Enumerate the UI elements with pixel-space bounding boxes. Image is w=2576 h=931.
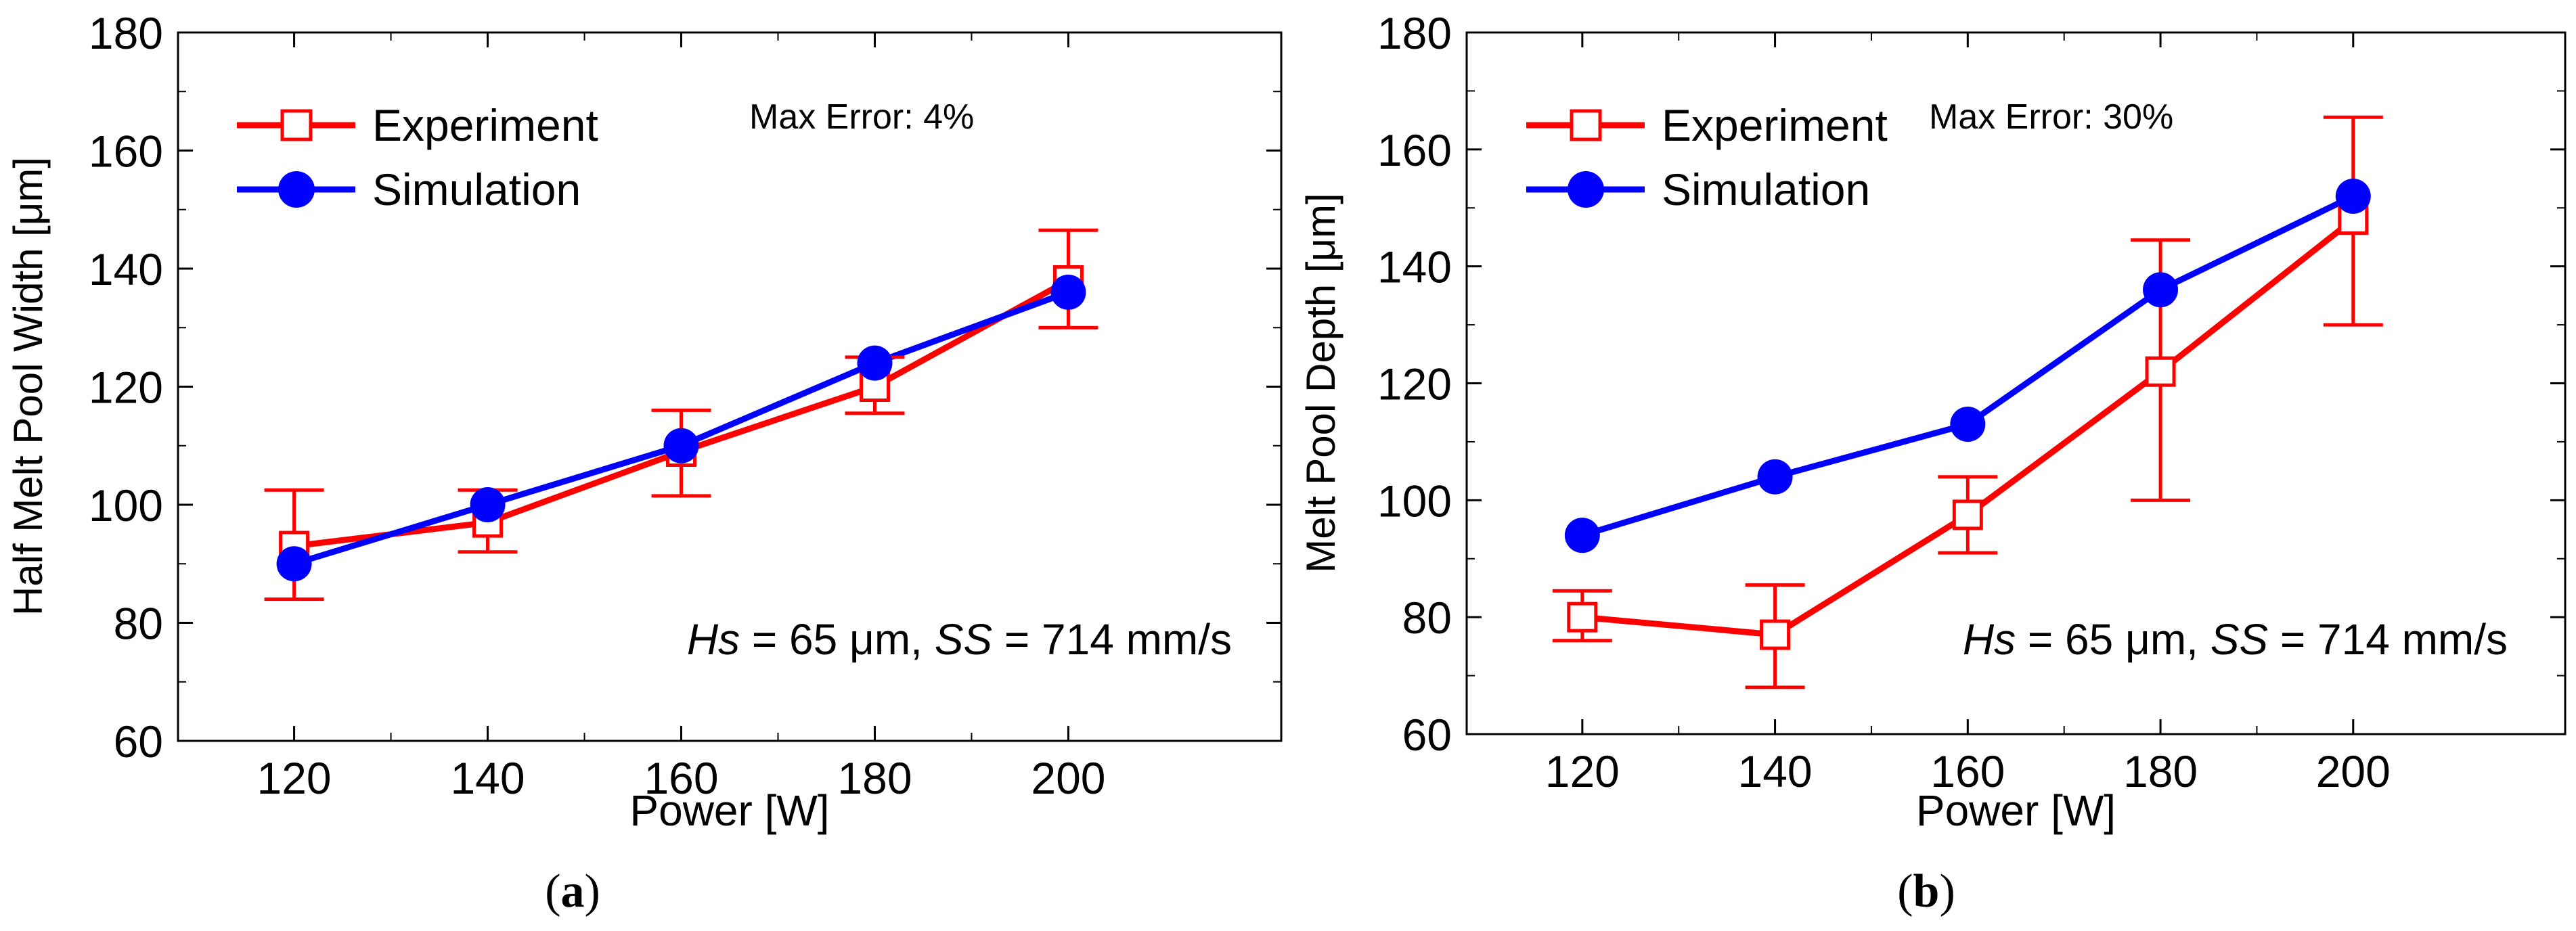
x-tick-label: 180 [837, 753, 912, 803]
y-tick-label: 160 [1377, 125, 1452, 175]
x-tick-label: 140 [1738, 746, 1813, 796]
legend-experiment-label: Experiment [1662, 100, 1888, 150]
simulation-point [663, 428, 699, 463]
parameter-hs-rest: = 65 μm, [2016, 615, 2211, 664]
y-tick-label: 80 [1402, 593, 1452, 643]
simulation-point [1564, 518, 1600, 553]
legend-experiment-label: Experiment [372, 100, 598, 150]
y-tick-label: 100 [89, 480, 163, 530]
x-tick-label: 160 [644, 753, 718, 803]
y-tick-label: 100 [1377, 476, 1452, 526]
y-tick-label: 140 [89, 244, 163, 294]
caption-close-paren: ) [1939, 865, 1955, 917]
parameter-annotation: Hs = 65 μm, SS = 714 mm/s [1963, 615, 2508, 664]
x-tick-label: 120 [1545, 746, 1620, 796]
legend-experiment-marker [280, 109, 313, 141]
parameter-hs-var: Hs [1963, 615, 2016, 664]
parameter-hs-rest: = 65 μm, [740, 615, 935, 664]
x-tick-label: 180 [2123, 746, 2198, 796]
legend-simulation-marker [1568, 171, 1604, 208]
x-tick-label: 200 [2316, 746, 2391, 796]
y-axis-label: Melt Pool Depth [μm] [1298, 193, 1343, 572]
legend-simulation-label: Simulation [1662, 164, 1870, 214]
chart-panel-b: 60 80 100 120 140 160 180 120 140 160 180 200 Power … [1298, 8, 2567, 917]
simulation-point [276, 546, 312, 582]
experiment-point [1567, 601, 1598, 633]
caption-close-paren: ) [585, 865, 600, 917]
caption-letter: b [1913, 865, 1940, 917]
parameter-ss-var: SS [2211, 615, 2268, 664]
experiment-point [2145, 356, 2176, 387]
experiment-point [1760, 619, 1791, 650]
panel-caption: (a) [545, 865, 600, 917]
x-axis-label: Power [W] [1916, 786, 2116, 835]
parameter-hs-var: Hs [687, 615, 740, 664]
simulation-point [1050, 274, 1086, 310]
x-tick-label: 120 [257, 753, 332, 803]
parameter-ss-var: SS [935, 615, 992, 664]
simulation-point [2335, 178, 2371, 214]
chart-panel-a: 60 80 100 120 140 160 180 120 140 160 180 200 Power … [5, 8, 1283, 917]
max-error-annotation: Max Error: 30% [1929, 97, 2173, 137]
simulation-point [857, 345, 893, 381]
legend: Experiment Simulation [237, 100, 598, 214]
y-tick-label: 80 [114, 599, 163, 649]
parameter-annotation: Hs = 65 μm, SS = 714 mm/s [687, 615, 1232, 664]
parameter-ss-rest: = 714 mm/s [2268, 615, 2508, 664]
simulation-point [1757, 459, 1793, 495]
y-tick-label: 60 [1402, 710, 1452, 760]
x-tick-label: 160 [1930, 746, 2005, 796]
legend: Experiment Simulation [1526, 100, 1888, 214]
simulation-point [1950, 406, 1986, 442]
simulation-point [2143, 272, 2179, 308]
y-tick-label: 160 [89, 127, 163, 177]
caption-open-paren: ( [1897, 865, 1913, 917]
simulation-point [470, 487, 506, 522]
x-tick-label: 200 [1031, 753, 1105, 803]
y-tick-label: 60 [114, 717, 163, 767]
y-tick-label: 180 [1377, 8, 1452, 58]
y-tick-label: 120 [89, 363, 163, 413]
legend-experiment-marker [1570, 109, 1602, 141]
y-tick-label: 120 [1377, 359, 1452, 409]
caption-open-paren: ( [545, 865, 560, 917]
max-error-annotation: Max Error: 4% [749, 97, 974, 137]
x-axis-label: Power [W] [629, 786, 829, 835]
y-axis-label: Half Melt Pool Width [μm] [5, 157, 51, 616]
y-tick-label: 180 [89, 8, 163, 58]
x-tick-label: 140 [450, 753, 525, 803]
legend-simulation-label: Simulation [372, 164, 581, 214]
parameter-ss-rest: = 714 mm/s [992, 615, 1232, 664]
legend-simulation-marker [278, 171, 315, 208]
y-tick-label: 140 [1377, 242, 1452, 292]
experiment-point [1952, 499, 1983, 530]
panel-caption: (b) [1897, 865, 1955, 917]
caption-letter: a [561, 865, 585, 917]
